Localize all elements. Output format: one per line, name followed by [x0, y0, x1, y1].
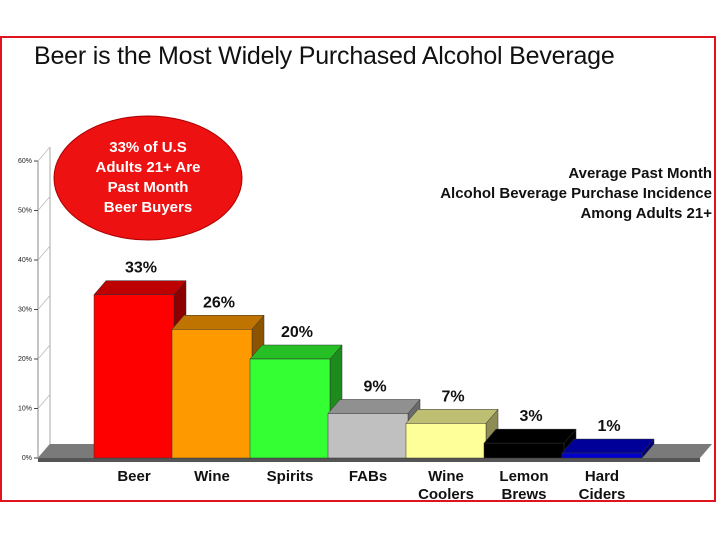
- bar-front-face: [483, 442, 565, 459]
- bar-front-face: [327, 413, 409, 459]
- bar-top-face: [561, 438, 655, 454]
- category-label: Spirits: [267, 468, 314, 485]
- category-label: Wine: [194, 468, 230, 485]
- category-label: Brews: [501, 486, 546, 503]
- callout-text: Beer Buyers: [104, 199, 192, 216]
- gridline-diagonal: [37, 245, 51, 261]
- bar-top-face: [93, 280, 187, 295]
- y-tick-label: 20%: [18, 356, 32, 363]
- chart-floor-edge: [38, 458, 700, 462]
- category-label: FABs: [349, 468, 387, 485]
- callout-text: Adults 21+ Are: [96, 159, 201, 176]
- category-label: Coolers: [418, 486, 474, 503]
- y-tick-label: 60%: [18, 158, 32, 165]
- data-label: 9%: [363, 378, 386, 395]
- bar-front-face: [249, 358, 331, 459]
- bar-top-face: [249, 344, 343, 360]
- bar-hard-ciders: [561, 438, 655, 459]
- data-label: 3%: [519, 408, 542, 425]
- bar-front-face: [405, 423, 487, 459]
- y-tick-label: 50%: [18, 208, 32, 215]
- chart-frame: [0, 36, 716, 502]
- data-label: 20%: [281, 324, 313, 341]
- callout-ellipse: [53, 115, 243, 241]
- gridline-diagonal: [37, 146, 51, 162]
- category-label: Ciders: [579, 486, 626, 503]
- callout-text: Past Month: [108, 179, 189, 196]
- category-label: Lemon: [499, 468, 548, 485]
- bar-top-face: [405, 409, 499, 424]
- data-label: 33%: [125, 260, 157, 277]
- gridline-diagonal: [37, 196, 51, 211]
- chart-title: Beer is the Most Widely Purchased Alcoho…: [34, 42, 615, 70]
- bar-top-face: [483, 428, 577, 444]
- bar-front-face: [171, 329, 253, 459]
- category-label: Wine: [428, 468, 464, 485]
- gridline-diagonal: [37, 394, 51, 409]
- data-label: 26%: [203, 294, 235, 311]
- bar-front-face: [93, 294, 175, 459]
- y-tick-label: 30%: [18, 307, 32, 314]
- annotation-text: Alcohol Beverage Purchase Incidence: [440, 185, 712, 202]
- callout-text: 33% of U.S: [109, 139, 187, 156]
- annotation-text: Among Adults 21+: [580, 205, 712, 222]
- y-tick-label: 10%: [18, 406, 32, 413]
- gridline-diagonal: [37, 295, 51, 310]
- y-tick-label: 0%: [22, 455, 32, 462]
- bar-front-face: [561, 452, 643, 459]
- gridline-diagonal: [37, 344, 51, 360]
- data-label: 7%: [441, 388, 464, 405]
- bar-top-face: [171, 315, 265, 330]
- data-label: 1%: [597, 418, 620, 435]
- y-tick-label: 40%: [18, 257, 32, 264]
- annotation-text: Average Past Month: [568, 165, 712, 182]
- bar-top-face: [327, 399, 421, 414]
- category-label: Beer: [117, 468, 151, 485]
- category-label: Hard: [585, 468, 619, 485]
- bar-lemon-brews: [483, 428, 577, 459]
